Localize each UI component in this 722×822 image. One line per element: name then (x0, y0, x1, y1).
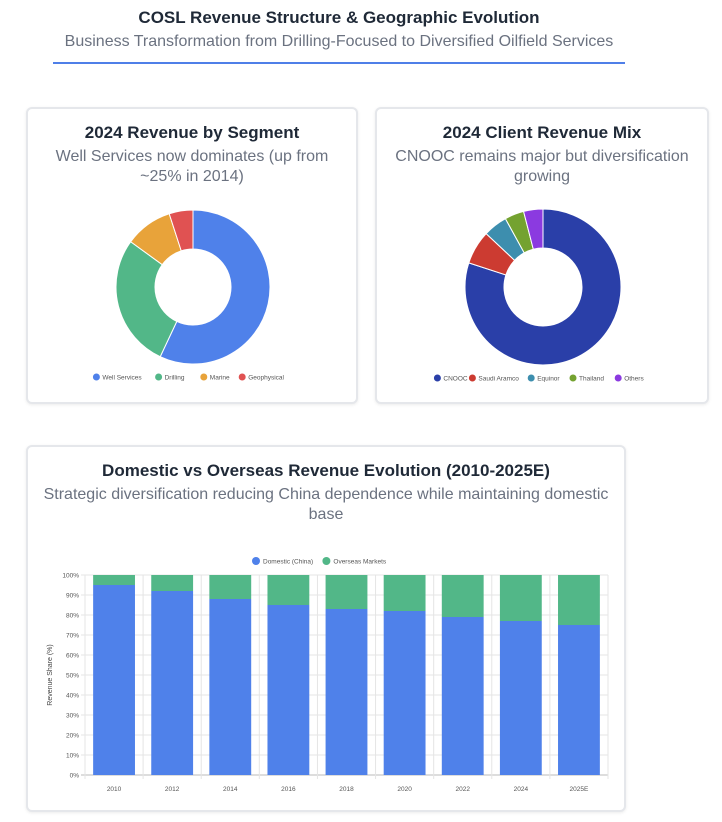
page-title: COSL Revenue Structure & Geographic Evol… (138, 8, 540, 27)
legend-marker (322, 557, 331, 565)
bar-domestic-china--2024[interactable] (499, 621, 542, 775)
y-tick-label: 0% (70, 773, 80, 780)
legend-label[interactable]: Geophysical (248, 375, 284, 382)
legend-marker (238, 373, 246, 381)
x-tick-label: 2014 (223, 786, 238, 793)
legend-marker (433, 374, 441, 382)
slice-drilling[interactable] (115, 241, 178, 358)
bar-domestic-china--2022[interactable] (441, 617, 484, 775)
y-tick-label: 100% (62, 573, 79, 580)
y-tick-label: 30% (66, 713, 79, 720)
chart-subtitle: CNOOC remains major but diversification … (395, 148, 689, 185)
y-tick-label: 40% (66, 693, 79, 700)
legend-label[interactable]: CNOOC (443, 376, 468, 383)
slice-well-services[interactable] (159, 209, 271, 365)
page-header: COSL Revenue Structure & Geographic Evol… (53, 8, 625, 64)
chart-title: 2024 Client Revenue Mix (442, 123, 642, 142)
legend-label[interactable]: Equinor (537, 376, 560, 383)
legend-label[interactable]: Saudi Aramco (478, 376, 519, 383)
bar-domestic-china--2014[interactable] (209, 599, 252, 775)
legend-marker (569, 374, 577, 382)
chart-title: Domestic vs Overseas Revenue Evolution (… (102, 461, 550, 480)
chart-subtitle: Well Services now dominates (up from ~25… (55, 148, 329, 185)
legend-label[interactable]: Thailand (579, 376, 604, 383)
legend-marker (252, 557, 260, 565)
bar-overseas-markets-2018[interactable] (325, 575, 368, 609)
bar-overseas-markets-2024[interactable] (499, 575, 542, 621)
bar-overseas-markets-2010[interactable] (93, 575, 135, 585)
slice-others[interactable] (522, 208, 544, 250)
bar-domestic-china--2010[interactable] (93, 585, 135, 775)
legend-label[interactable]: Domestic (China) (263, 559, 313, 566)
y-axis-label: Revenue Share (%) (47, 644, 54, 705)
slice-geophysical[interactable] (168, 209, 194, 252)
legend-marker (200, 373, 208, 381)
bar-overseas-markets-2025E[interactable] (558, 575, 600, 625)
legend-label[interactable]: Overseas Markets (333, 559, 386, 566)
bar-domestic-china--2020[interactable] (383, 611, 426, 775)
legend-label[interactable]: Well Services (102, 375, 142, 382)
page-subtitle: Business Transformation from Drilling-Fo… (64, 33, 614, 50)
x-tick-label: 2025E (570, 786, 589, 793)
y-tick-label: 70% (66, 633, 79, 640)
bar-overseas-markets-2020[interactable] (383, 575, 426, 611)
bar-domestic-china--2012[interactable] (151, 591, 194, 775)
bar-domestic-china--2018[interactable] (325, 609, 368, 775)
x-tick-label: 2018 (339, 786, 354, 793)
bar-overseas-markets-2012[interactable] (151, 575, 194, 591)
legend-label[interactable]: Marine (210, 375, 230, 382)
x-tick-label: 2024 (514, 786, 529, 793)
bar-domestic-china--2016[interactable] (267, 605, 310, 775)
bar-overseas-markets-2022[interactable] (441, 575, 484, 617)
y-tick-label: 50% (66, 673, 79, 680)
geo-card: Domestic vs Overseas Revenue Evolution (… (26, 445, 626, 812)
legend-marker (614, 374, 622, 382)
y-tick-label: 90% (66, 593, 79, 600)
legend-marker (155, 373, 163, 381)
chart-title: 2024 Revenue by Segment (84, 123, 300, 142)
y-tick-label: 10% (66, 753, 79, 760)
x-tick-label: 2012 (165, 786, 180, 793)
y-tick-label: 80% (66, 613, 79, 620)
bar-overseas-markets-2014[interactable] (209, 575, 252, 599)
segment-donut-chart: Well Services Drilling Marine Geophysical (92, 209, 285, 382)
legend-label[interactable]: Others (624, 376, 644, 383)
y-tick-label: 20% (66, 733, 79, 740)
client-card: 2024 Client Revenue Mix CNOOC remains ma… (375, 107, 709, 404)
y-tick-label: 60% (66, 653, 79, 660)
legend-label[interactable]: Drilling (165, 375, 185, 382)
geo-stacked-bar-chart: 0% 10% 20% 30% 40% 50% 60% 70% 80% 90% 100% 2010 201… (47, 557, 609, 793)
x-tick-label: 2010 (107, 786, 122, 793)
bar-domestic-china--2025E[interactable] (558, 625, 600, 775)
bar-overseas-markets-2016[interactable] (267, 575, 310, 605)
legend-marker (92, 373, 100, 381)
client-donut-chart: CNOOC Saudi Aramco Equinor Thailand Others (433, 208, 644, 383)
slice-cnooc[interactable] (464, 208, 622, 366)
segment-card: 2024 Revenue by Segment Well Services no… (26, 107, 358, 404)
x-tick-label: 2022 (455, 786, 470, 793)
chart-subtitle: Strategic diversification reducing China… (43, 486, 609, 523)
legend-marker (527, 374, 535, 382)
legend-marker (468, 374, 476, 382)
x-tick-label: 2020 (397, 786, 412, 793)
x-tick-label: 2016 (281, 786, 296, 793)
